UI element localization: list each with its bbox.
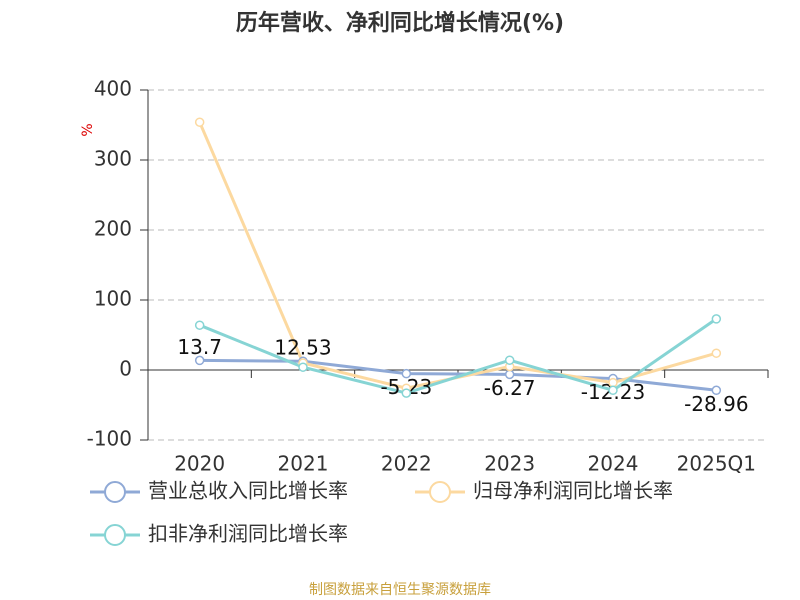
- point: [504, 355, 515, 365]
- legend-marker: [104, 481, 126, 503]
- data-label: 12.53: [274, 336, 331, 360]
- x-tick-label: 2022: [381, 452, 432, 476]
- point: [711, 385, 722, 396]
- data-label: -6.27: [484, 376, 536, 400]
- y-tick-label: 100: [94, 287, 132, 311]
- y-tick-label: 0: [119, 357, 132, 381]
- x-tick-label: 2021: [278, 452, 329, 476]
- y-tick-label: 200: [94, 217, 132, 241]
- legend-label: 扣非净利润同比增长率: [148, 522, 348, 546]
- point: [711, 348, 722, 358]
- y-tick-label: -100: [87, 427, 132, 451]
- y-tick-label: 300: [94, 147, 132, 171]
- chart-title: 历年营收、净利同比增长情况(%): [236, 10, 564, 36]
- point: [401, 388, 412, 398]
- point: [194, 355, 205, 366]
- legend-label: 营业总收入同比增长率: [148, 479, 348, 503]
- legend-marker: [104, 524, 126, 546]
- x-tick-label: 2023: [484, 452, 535, 476]
- point: [298, 362, 308, 372]
- x-tick-label: 2024: [588, 452, 639, 476]
- y-tick-label: 400: [94, 77, 132, 101]
- point: [194, 320, 205, 330]
- point: [608, 377, 618, 388]
- data-label: -28.96: [684, 392, 748, 416]
- point: [194, 117, 205, 127]
- source: 制图数据来自恒生聚源数据库: [309, 582, 491, 598]
- point: [608, 385, 618, 396]
- y-axis-label: %: [80, 123, 96, 136]
- data-label: 13.7: [177, 335, 222, 359]
- x-tick-label: 2020: [174, 452, 225, 476]
- legend-label: 归母净利润同比增长率: [473, 479, 673, 503]
- x-tick-label: 2025Q1: [677, 452, 756, 476]
- point: [401, 368, 412, 379]
- point: [711, 314, 722, 324]
- legend-marker: [429, 481, 451, 503]
- series-line: [199, 317, 718, 395]
